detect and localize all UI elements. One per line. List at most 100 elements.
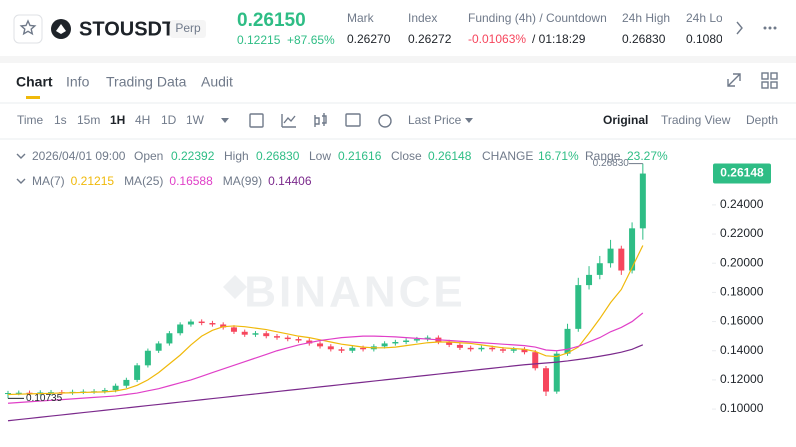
- tab[interactable]: Info: [66, 74, 90, 90]
- more-menu[interactable]: [763, 26, 777, 30]
- candle-body: [37, 392, 44, 394]
- dropdown-arrow[interactable]: [465, 118, 473, 123]
- candle-body: [456, 344, 463, 348]
- favorite-button[interactable]: [13, 14, 43, 44]
- dropdown-arrow[interactable]: [221, 118, 229, 123]
- candle-body: [295, 339, 302, 341]
- legend-label: Open: [134, 149, 163, 163]
- legend-value: 0.21616: [338, 149, 382, 163]
- candle-body: [543, 368, 549, 392]
- candle-body: [144, 350, 151, 366]
- tab[interactable]: Trading Data: [106, 74, 187, 90]
- ma-line: [7, 344, 644, 422]
- stat-clip: 24h Low 0.1080: [686, 11, 722, 46]
- last-price-tag: [713, 163, 771, 184]
- candle-body: [553, 353, 560, 392]
- view[interactable]: Trading View: [661, 113, 731, 127]
- y-tick-label: 0.20000: [720, 255, 764, 269]
- candle-body: [252, 333, 259, 335]
- legend-label: High: [224, 149, 249, 163]
- legend-label: Low: [309, 149, 331, 163]
- watermark: BINANCE: [244, 268, 465, 317]
- candle-body: [230, 327, 237, 332]
- ma-legend-value: 0.21215: [71, 174, 115, 188]
- candle-body: [467, 347, 474, 350]
- candle-body: [596, 263, 603, 275]
- collapse-icon[interactable]: [16, 178, 26, 184]
- candle-body: [220, 324, 227, 328]
- ma-legend-label: MA(25): [124, 174, 163, 188]
- ma-legend-value: 0.14406: [268, 174, 312, 188]
- y-tick-label: 0.22000: [720, 226, 764, 240]
- legend-value: 16.71%: [538, 149, 579, 163]
- candle-body: [607, 248, 614, 264]
- tab[interactable]: Chart: [16, 74, 53, 90]
- view-active[interactable]: Original: [603, 113, 648, 127]
- y-tick-label: 0.18000: [720, 285, 764, 299]
- symbol: STOUSDT: [79, 18, 174, 40]
- stat-value: 0.26830: [622, 32, 666, 46]
- last-price-label: 0.26148: [720, 166, 764, 180]
- tab[interactable]: Audit: [201, 74, 233, 90]
- candle-body: [317, 343, 324, 347]
- candle-body: [134, 365, 141, 380]
- stat-label: Mark: [347, 11, 375, 25]
- star-icon: [19, 19, 37, 36]
- candle-body: [532, 352, 539, 369]
- legend-value: 23.27%: [627, 149, 668, 163]
- layout-icon[interactable]: [761, 72, 778, 89]
- legend-value: 0.22392: [171, 149, 215, 163]
- price-change: 0.12215: [237, 33, 281, 47]
- candle-body: [381, 343, 388, 347]
- stat-label: Funding (4h) / Countdown: [468, 11, 607, 25]
- tool-icon[interactable]: [314, 113, 327, 127]
- token-glyph: [56, 24, 66, 34]
- candle-body: [392, 341, 399, 344]
- interval[interactable]: 1D: [161, 113, 177, 127]
- tool-icon[interactable]: [345, 113, 361, 127]
- candle-body: [241, 331, 248, 335]
- view[interactable]: Depth: [746, 113, 778, 127]
- ma-legend-value: 0.16588: [169, 174, 213, 188]
- low-marker-label: 0.10735: [26, 393, 63, 404]
- stat-label: Index: [408, 11, 437, 25]
- candle-body: [424, 337, 431, 340]
- tool-icon[interactable]: [378, 114, 392, 128]
- interval[interactable]: 1W: [186, 113, 205, 127]
- candle-body: [338, 349, 345, 351]
- time-label[interactable]: Time: [17, 113, 44, 127]
- candle-body: [349, 347, 356, 351]
- ma-legend-label: MA(99): [223, 174, 262, 188]
- candle-body: [5, 393, 11, 395]
- scroll-right[interactable]: [736, 21, 743, 35]
- legend-label: CHANGE: [482, 149, 533, 163]
- interval[interactable]: 1s: [54, 113, 67, 127]
- candle-body: [177, 324, 184, 334]
- candle-body: [489, 347, 496, 350]
- candle-body: [209, 323, 216, 325]
- candle-body: [123, 379, 130, 386]
- collapse-icon[interactable]: [16, 153, 26, 159]
- tool-icon[interactable]: [281, 114, 296, 128]
- watermark-logo: [223, 275, 247, 299]
- y-tick-label: 0.12000: [720, 372, 764, 386]
- ma-legend-label: MA(7): [32, 174, 65, 188]
- tab-indicator: [26, 96, 40, 99]
- price-type[interactable]: Last Price: [408, 113, 462, 127]
- interval-active[interactable]: 1H: [110, 113, 125, 127]
- tool-icon[interactable]: [249, 113, 264, 128]
- ma-line: [7, 245, 644, 396]
- candle-body: [521, 349, 528, 353]
- candle-body: [575, 285, 582, 329]
- interval[interactable]: 15m: [77, 113, 100, 127]
- candle-body: [26, 392, 33, 394]
- candle-body: [564, 328, 571, 354]
- stat-value: 0.26270: [347, 32, 391, 46]
- candle-body: [15, 392, 22, 394]
- candle-body: [101, 390, 108, 392]
- expand-icon[interactable]: [727, 73, 741, 87]
- candle-body: [639, 173, 646, 229]
- stat-value: 0.26272: [408, 32, 452, 46]
- interval[interactable]: 4H: [135, 113, 150, 127]
- y-tick-label: 0.16000: [720, 314, 764, 328]
